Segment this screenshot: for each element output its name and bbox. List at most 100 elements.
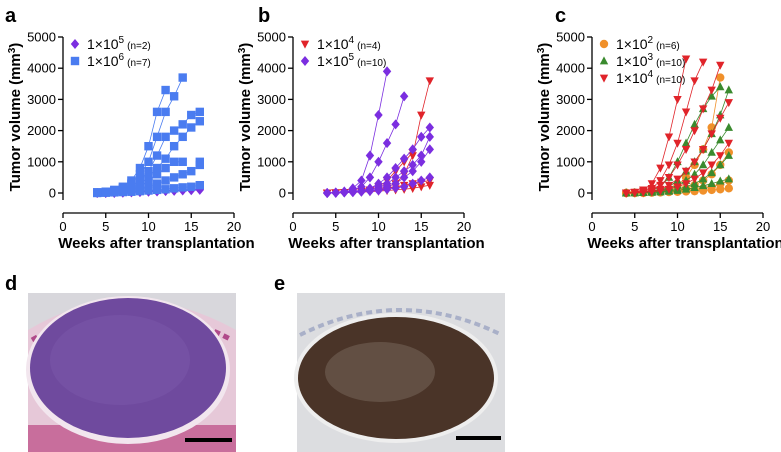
y-tick-label: 0	[279, 186, 286, 201]
point	[664, 185, 674, 194]
point	[698, 58, 708, 67]
point	[690, 127, 699, 136]
point	[178, 183, 187, 192]
point	[382, 138, 392, 149]
point	[673, 96, 682, 105]
point	[656, 187, 665, 196]
point	[161, 176, 170, 185]
legend-name: 1×10	[616, 53, 648, 69]
legend-name: 1×10	[87, 53, 119, 69]
point	[707, 168, 716, 177]
y-axis-title-part: )	[237, 43, 254, 48]
point	[673, 161, 682, 170]
y-axis-title-exp: 3	[237, 47, 248, 53]
point	[707, 147, 716, 156]
point	[374, 156, 383, 167]
point	[417, 183, 426, 192]
x-tick-label: 15	[184, 219, 198, 234]
panel-label: b	[258, 5, 270, 27]
point	[681, 55, 691, 64]
legend-label: 1×104(n=10)	[616, 69, 685, 86]
legend-label: 1×105(n=2)	[87, 35, 151, 52]
legend-n: (n=2)	[127, 41, 151, 52]
point	[161, 85, 170, 95]
point	[707, 91, 716, 100]
point	[673, 183, 682, 192]
point	[161, 132, 170, 142]
point	[417, 156, 426, 167]
x-tick-label: 0	[289, 219, 296, 234]
point	[187, 182, 196, 191]
legend-name: 1×10	[616, 70, 648, 86]
legend-name: 1×10	[87, 36, 119, 52]
point	[348, 187, 358, 198]
point	[408, 166, 417, 177]
point	[187, 166, 196, 176]
point	[716, 73, 725, 82]
x-tick-label: 20	[457, 219, 471, 234]
point	[399, 91, 409, 102]
y-axis-title-part: Tumor volume (mm	[237, 53, 254, 191]
y-tick-label: 1000	[257, 154, 286, 169]
point	[724, 139, 733, 148]
point	[178, 170, 187, 179]
y-axis-title-part: Tumor volume (mm	[7, 53, 24, 191]
point	[698, 160, 708, 169]
point	[365, 150, 375, 161]
legend-n: (n=10)	[656, 58, 685, 69]
point	[707, 86, 716, 95]
point	[673, 175, 682, 184]
point	[365, 186, 375, 197]
x-tick-label: 20	[227, 219, 241, 234]
legend-name: 1×10	[317, 36, 349, 52]
panel-label: e	[274, 273, 285, 295]
y-tick-label: 2000	[556, 123, 585, 138]
point	[391, 163, 400, 174]
point	[690, 158, 699, 167]
x-axis-title: Weeks after transplantation	[288, 235, 484, 252]
panel-label: a	[5, 5, 17, 27]
y-axis-title-exp: 3	[536, 47, 547, 53]
x-tick-label: 10	[141, 219, 155, 234]
point	[656, 164, 665, 173]
point	[698, 169, 708, 178]
y-tick-label: 5000	[27, 30, 56, 45]
point	[417, 111, 426, 120]
point	[716, 176, 725, 185]
y-tick-label: 1000	[556, 154, 585, 169]
legend-marker	[70, 56, 80, 66]
point	[724, 174, 733, 183]
y-tick-label: 3000	[556, 92, 585, 107]
legend-marker	[599, 39, 609, 49]
point	[399, 172, 409, 183]
point	[698, 105, 708, 114]
point	[161, 107, 170, 117]
point	[622, 189, 631, 198]
histology-he	[26, 293, 236, 452]
x-tick-label: 20	[756, 219, 770, 234]
point	[161, 185, 170, 194]
point	[417, 131, 426, 142]
point	[399, 166, 409, 177]
point	[195, 160, 204, 170]
point	[152, 151, 162, 160]
point	[365, 172, 375, 183]
point	[399, 181, 409, 192]
point	[425, 131, 434, 142]
panel-label: c	[555, 5, 566, 27]
point	[724, 150, 733, 159]
point	[408, 178, 417, 189]
y-tick-label: 3000	[27, 92, 56, 107]
point	[169, 173, 179, 182]
point	[93, 188, 102, 198]
point	[331, 187, 340, 198]
point	[391, 182, 400, 194]
x-tick-label: 5	[631, 219, 638, 234]
point	[681, 180, 691, 189]
legend-n: (n=6)	[656, 41, 680, 52]
point	[716, 82, 725, 91]
point	[716, 152, 725, 161]
point	[382, 184, 392, 195]
y-axis-title-part: )	[536, 43, 553, 48]
x-tick-label: 15	[414, 219, 428, 234]
